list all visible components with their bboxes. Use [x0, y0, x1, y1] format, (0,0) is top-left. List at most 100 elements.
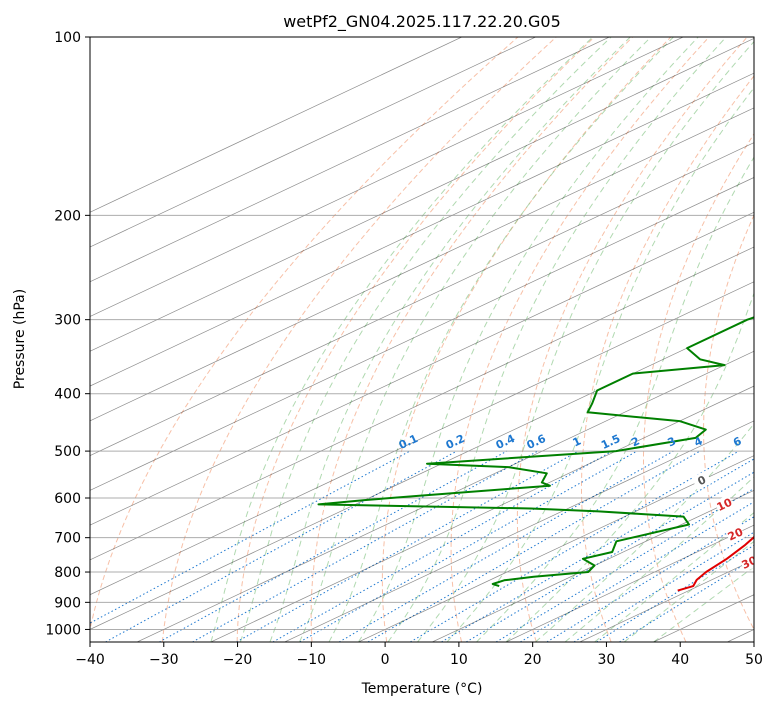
y-tick-label: 100 [54, 30, 81, 46]
moist-adiabat [446, 86, 754, 642]
y-tick-label: 300 [54, 313, 81, 329]
dry-adiabat [450, 37, 710, 642]
x-tick-label: −10 [297, 652, 327, 668]
isotherm-line [90, 37, 684, 317]
isotherm-line [727, 629, 754, 642]
y-tick-label: 1000 [45, 622, 81, 638]
moist-adiabat [328, 37, 674, 642]
isotherm-label: 30 [740, 553, 760, 571]
isotherm-label: 10 [715, 496, 735, 514]
mixing-ratio-line [90, 450, 411, 624]
y-tick-label: 700 [54, 531, 81, 547]
mixing-ratio-line [159, 450, 508, 642]
x-tick-label: −30 [149, 652, 179, 668]
plot-frame [89, 36, 755, 643]
dry-adiabat [161, 37, 557, 642]
isotherm-line [90, 177, 754, 491]
isotherm-label: 20 [726, 525, 746, 543]
mixing-ratio-label: 0.2 [444, 432, 467, 452]
y-tick-label: 800 [54, 565, 81, 581]
mixing-ratio-label: 0.6 [525, 432, 548, 452]
mixing-ratio-line [105, 450, 458, 642]
moist-adiabat [653, 566, 754, 642]
isotherm-line [284, 420, 754, 642]
isotherm-line [90, 246, 754, 561]
mixing-ratio-line [367, 450, 701, 642]
moist-adiabat [476, 156, 754, 642]
dry-adiabat [236, 37, 595, 642]
isotherm-label-bg [738, 552, 754, 572]
x-tick-label: −20 [223, 652, 253, 668]
mixing-ratio-label: 6 [731, 434, 744, 449]
dry-adiabat [90, 37, 519, 633]
mixing-ratio-label: 1.5 [599, 432, 622, 452]
isotherm-label-bg [759, 578, 775, 597]
line-labels: -100-90-80-70-60-50-40-30-20-10010203040… [397, 401, 775, 597]
y-tick-label: 600 [54, 491, 81, 507]
isotherm-line [90, 72, 754, 387]
isotherm-line [505, 524, 754, 642]
y-tick-label: 500 [54, 444, 81, 460]
mixing-ratio-line [520, 501, 754, 642]
isotherm-line [579, 559, 754, 642]
isotherm-line [90, 142, 754, 456]
y-axis-ticks: 100 200 300 400 500 600 700 800 900 1000 [45, 30, 90, 638]
y-tick-label: 900 [54, 595, 81, 611]
x-tick-label: 50 [745, 652, 763, 668]
mixing-ratio-line [299, 450, 638, 642]
x-tick-label: 10 [450, 652, 468, 668]
moist-adiabat [594, 511, 754, 642]
x-axis-ticks: −40 −30 −20 −10 0 10 20 30 40 50 [75, 642, 763, 668]
dry-adiabat [581, 75, 754, 642]
isotherm-line [90, 316, 754, 630]
mixing-ratio-line [495, 487, 754, 642]
dry-adiabat [381, 37, 672, 642]
mixing-ratio-label: 0.4 [494, 432, 517, 452]
isotherm-line [90, 37, 610, 283]
moist-adiabat [564, 476, 754, 642]
mixing-ratio-line [192, 450, 538, 642]
moist-adiabat [387, 37, 727, 642]
moist-adiabat [417, 40, 754, 642]
chart-title: wetPf2_GN04.2025.117.22.20.G05 [283, 12, 561, 32]
mixing-ratio-label: 0.1 [397, 432, 420, 452]
isotherm-line [358, 455, 754, 642]
isotherm-label-bg [758, 401, 775, 424]
dry-adiabat [643, 132, 754, 642]
isotherm-label: 40 [759, 579, 775, 597]
x-tick-label: 30 [598, 652, 616, 668]
moist-adiabat [239, 37, 612, 642]
isotherm-label-bg [725, 524, 746, 544]
moist-adiabat [358, 37, 699, 642]
isotherm-line [210, 385, 754, 642]
mixing-ratio-label: 1 [571, 434, 583, 449]
y-tick-label: 400 [54, 387, 81, 403]
moist-adiabat [299, 37, 652, 642]
isotherm-line [136, 350, 754, 642]
moist-adiabat [210, 37, 594, 642]
mixing-ratio-line [573, 531, 754, 642]
moist-adiabat [269, 37, 631, 642]
mixing-ratio-line [410, 450, 740, 642]
mixing-ratio-line [465, 471, 754, 642]
isotherm-line [90, 37, 754, 352]
isotherm-label-bg [714, 494, 735, 515]
moist-adiabat [623, 540, 754, 642]
x-tick-label: 0 [381, 652, 390, 668]
mixing-ratio-line [441, 458, 754, 642]
mixing-ratio-line [546, 516, 754, 642]
moist-adiabat [505, 291, 754, 642]
isotherm-line [432, 489, 754, 642]
mixing-ratio-line [596, 544, 754, 642]
mixing-ratio-label: 8 [760, 434, 772, 449]
profile-lines [317, 316, 754, 592]
dry-adiabat [762, 37, 775, 642]
mixing-ratio-label: 4 [692, 434, 705, 449]
moist-adiabat [535, 422, 754, 642]
dewpoint-line [317, 316, 754, 588]
isotherm-line [90, 211, 754, 526]
dry-adiabat [310, 37, 633, 642]
dry-adiabat [516, 37, 748, 642]
mixing-ratio-line [272, 450, 613, 642]
